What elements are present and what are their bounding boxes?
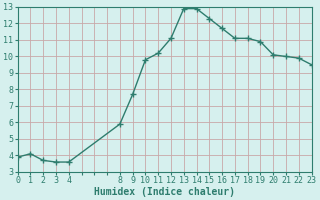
X-axis label: Humidex (Indice chaleur): Humidex (Indice chaleur) <box>94 186 235 197</box>
